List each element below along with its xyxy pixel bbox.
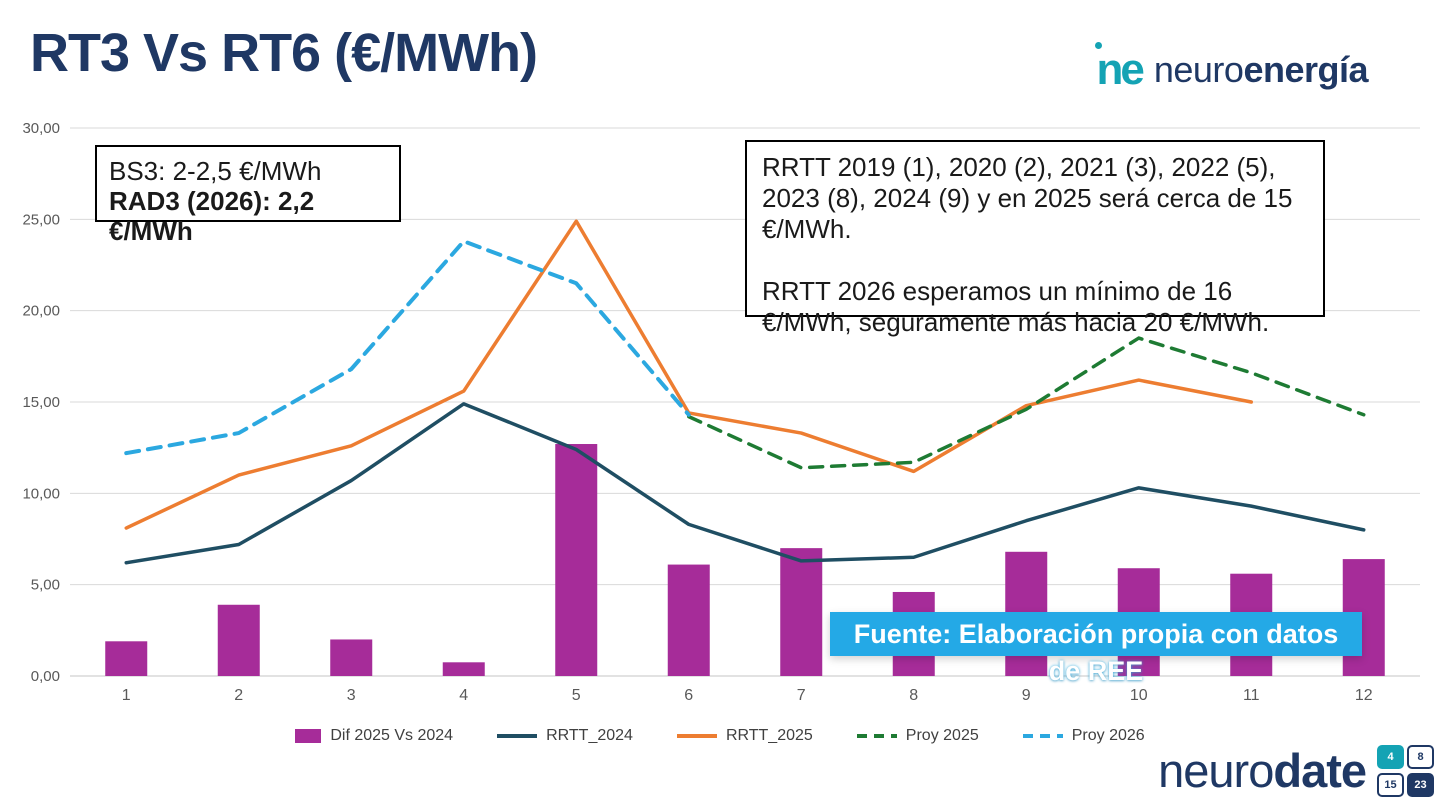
svg-text:7: 7 bbox=[797, 687, 806, 704]
source-banner-text: Fuente: Elaboración propia con datos bbox=[853, 619, 1339, 649]
rad3-unit-line: €/MWh bbox=[109, 216, 193, 246]
legend-item-rrtt-2025: RRTT_2025 bbox=[676, 727, 813, 745]
svg-text:1: 1 bbox=[122, 687, 131, 704]
neuroenergia-icon: ne bbox=[1094, 42, 1145, 92]
svg-text:12: 12 bbox=[1355, 687, 1373, 704]
neurodate-suffix: date bbox=[1273, 744, 1367, 797]
legend-item-proy-2026: Proy 2026 bbox=[1022, 727, 1145, 745]
annotation-bs3-box: BS3: 2-2,5 €/MWh RAD3 (2026): 2,2 €/MWh bbox=[95, 145, 401, 246]
legend-label: RRTT_2025 bbox=[725, 727, 813, 744]
calendar-icon-8: 8 bbox=[1407, 745, 1434, 769]
svg-text:30,00: 30,00 bbox=[22, 120, 60, 137]
bar-swatch-icon bbox=[295, 729, 322, 743]
legend-label: Dif 2025 Vs 2024 bbox=[330, 727, 454, 744]
bs3-line: BS3: 2-2,5 €/MWh bbox=[109, 156, 322, 186]
dashed-line-swatch-icon bbox=[1022, 734, 1063, 738]
legend-label: Proy 2025 bbox=[905, 727, 979, 744]
line-swatch-icon bbox=[497, 734, 538, 738]
svg-text:10: 10 bbox=[1130, 687, 1148, 704]
calendar-icon-15: 15 bbox=[1377, 773, 1404, 797]
line-swatch-icon bbox=[676, 734, 717, 738]
svg-text:10,00: 10,00 bbox=[22, 485, 60, 502]
neurodate-calendar-icons: 4 8 15 23 bbox=[1377, 745, 1434, 798]
rrtt-2026-paragraph: RRTT 2026 esperamos un mínimo de 16 €/MW… bbox=[762, 276, 1270, 337]
brand-prefix: neuro bbox=[1153, 49, 1244, 90]
page-title: RT3 Vs RT6 (€/MWh) bbox=[30, 23, 538, 83]
svg-text:0,00: 0,00 bbox=[31, 668, 60, 685]
svg-text:11: 11 bbox=[1243, 687, 1260, 704]
rad3-line: RAD3 (2026): 2,2 bbox=[109, 186, 315, 216]
brand-suffix: energía bbox=[1243, 49, 1368, 90]
svg-text:4: 4 bbox=[459, 687, 468, 704]
source-banner-overflow: de REE bbox=[1048, 656, 1144, 686]
source-banner: Fuente: Elaboración propia con datos bbox=[830, 612, 1362, 656]
svg-text:25,00: 25,00 bbox=[22, 211, 60, 228]
neurodate-logo: neurodate bbox=[1158, 744, 1367, 797]
dashed-line-swatch-icon bbox=[856, 734, 897, 738]
legend-item-dif-2025-vs-2024: Dif 2025 Vs 2024 bbox=[295, 727, 453, 745]
svg-text:15,00: 15,00 bbox=[22, 394, 60, 411]
legend-label: Proy 2026 bbox=[1071, 727, 1145, 744]
rrtt-history-paragraph: RRTT 2019 (1), 2020 (2), 2021 (3), 2022 … bbox=[762, 152, 1293, 244]
neuroenergia-wordmark: neuroenergía bbox=[1153, 49, 1369, 91]
neuroenergia-logo: ne neuroenergía bbox=[1094, 42, 1369, 92]
legend-item-proy-2025: Proy 2025 bbox=[856, 727, 979, 745]
svg-text:3: 3 bbox=[347, 687, 356, 704]
calendar-icon-23: 23 bbox=[1407, 773, 1434, 797]
chart-legend: Dif 2025 Vs 2024 RRTT_2024 RRTT_2025 Pro… bbox=[0, 727, 1440, 745]
logo-dot-icon bbox=[1094, 42, 1102, 49]
calendar-icon-4: 4 bbox=[1377, 745, 1404, 769]
legend-label: RRTT_2024 bbox=[546, 727, 633, 744]
svg-text:5: 5 bbox=[572, 687, 581, 704]
svg-text:6: 6 bbox=[684, 687, 693, 704]
svg-text:2: 2 bbox=[234, 687, 243, 704]
annotation-rrtt-box: RRTT 2019 (1), 2020 (2), 2021 (3), 2022 … bbox=[745, 140, 1325, 337]
legend-item-rrtt-2024: RRTT_2024 bbox=[497, 727, 633, 745]
svg-text:5,00: 5,00 bbox=[31, 577, 60, 594]
svg-text:9: 9 bbox=[1022, 687, 1031, 704]
svg-text:8: 8 bbox=[909, 687, 918, 704]
neurodate-prefix: neuro bbox=[1158, 744, 1274, 797]
svg-text:20,00: 20,00 bbox=[22, 303, 60, 320]
